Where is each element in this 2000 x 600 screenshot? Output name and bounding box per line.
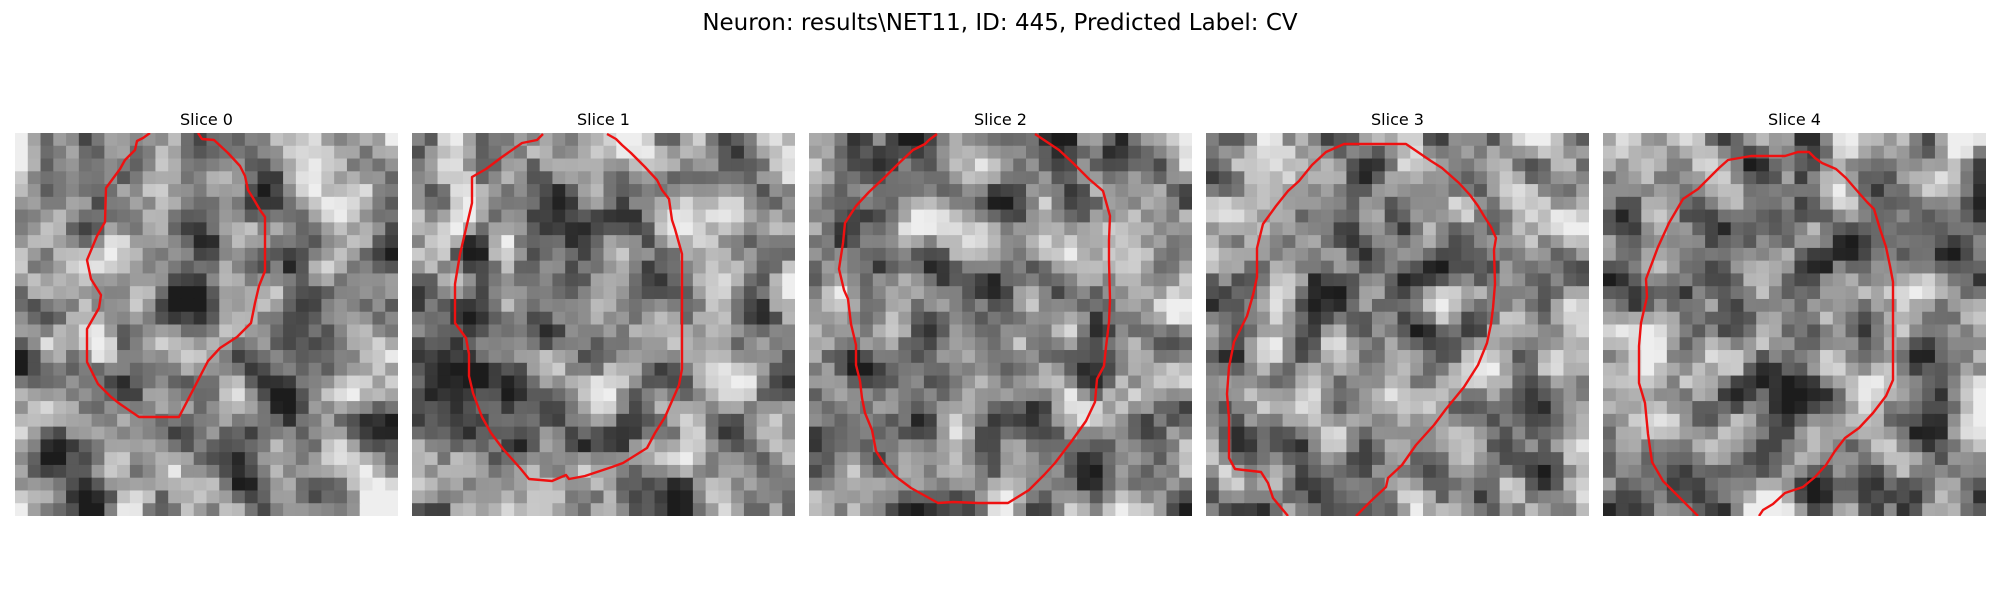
slice-title: Slice 0 (180, 110, 233, 129)
neuron-contour (1225, 142, 1498, 516)
slice-title: Slice 1 (577, 110, 630, 129)
slice-panel-2: Slice 2 (809, 107, 1192, 516)
figure-title: Neuron: results\NET11, ID: 445, Predicte… (702, 10, 1298, 36)
slice-image (1603, 133, 1986, 516)
pixel-texture (1603, 133, 1986, 516)
slice-image (809, 133, 1192, 516)
slice-title: Slice 3 (1371, 110, 1424, 129)
slice-image (15, 133, 398, 516)
pixel-texture (15, 133, 398, 516)
pixel-texture (809, 133, 1192, 516)
neuron-contour (837, 133, 1112, 505)
slice-panel-1: Slice 1 (412, 107, 795, 516)
neuron-contour (453, 133, 684, 483)
neuron-contour (85, 133, 267, 419)
slice-image (1206, 133, 1589, 516)
slice-title: Slice 2 (974, 110, 1027, 129)
slice-title: Slice 4 (1768, 110, 1821, 129)
slice-panel-0: Slice 0 (15, 107, 398, 516)
pixel-texture (1206, 133, 1589, 516)
slice-image (412, 133, 795, 516)
slice-panel-4: Slice 4 (1603, 107, 1986, 516)
pixel-texture (412, 133, 795, 516)
neuron-contour (1637, 150, 1895, 516)
slice-panel-3: Slice 3 (1206, 107, 1589, 516)
